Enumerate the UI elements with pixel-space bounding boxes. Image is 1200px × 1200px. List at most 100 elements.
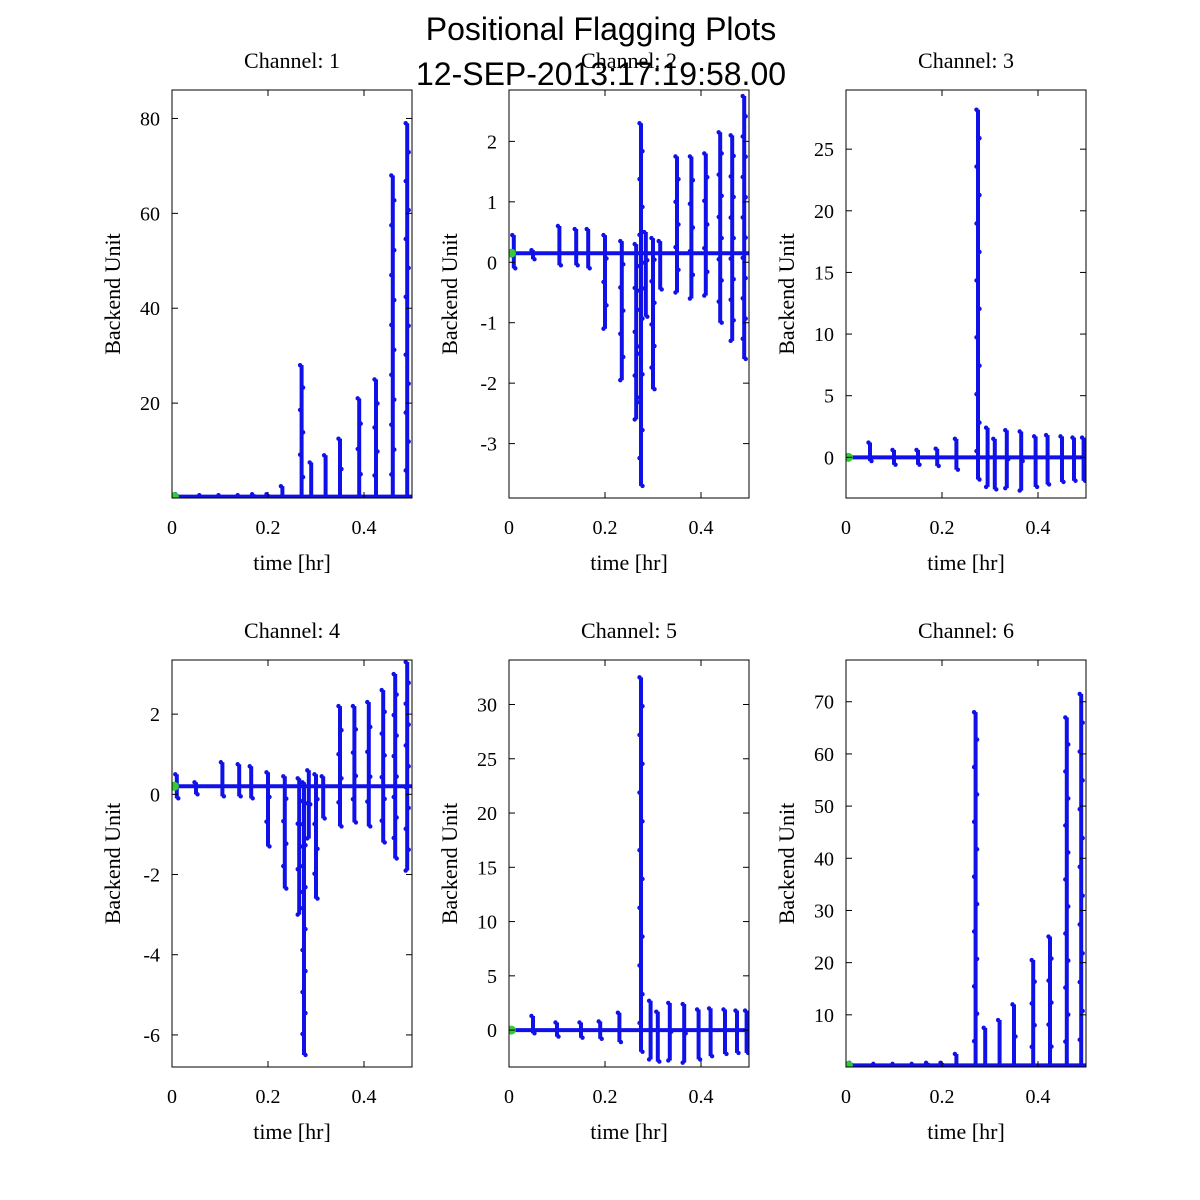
data-point [986,455,992,460]
data-point [300,385,306,390]
data-point [298,889,303,895]
x-tick-label: 0 [167,1086,177,1108]
data-point [974,278,979,283]
data-point [392,347,397,353]
data-point [392,297,397,303]
data-point [974,107,979,112]
data-point [403,660,408,665]
data-point [724,1051,729,1057]
data-point [403,826,408,832]
spike-14 [389,173,397,498]
spike-5 [615,1010,624,1045]
data-point [1063,1039,1068,1044]
spike-1 [866,440,874,464]
data-point [295,866,300,872]
data-point [632,241,637,247]
data-point [406,847,411,852]
data-point [740,296,745,301]
data-point [893,462,898,467]
data-point [297,452,303,457]
data-point [702,293,707,298]
y-axis-label: Backend Unit [774,233,799,355]
x-tick-label: 0 [504,517,514,539]
data-point [403,410,408,415]
data-point [728,338,733,344]
data-point [321,453,327,458]
data-point [646,1057,652,1062]
data-point [339,776,344,781]
data-point [305,836,310,841]
y-tick-label: -3 [480,434,497,456]
data-point [728,297,733,302]
spike-6 [637,675,645,1055]
data-point [284,796,289,801]
data-point [1079,435,1085,440]
spike-5 [249,492,257,498]
data-point [389,322,394,328]
data-point [719,320,724,325]
data-point [1046,978,1051,983]
data-point [673,290,678,295]
data-point [406,323,411,328]
spike-3 [914,447,922,467]
spike-15 [702,151,710,298]
data-point [1046,482,1052,487]
data-point [637,400,642,405]
figure-subtitle-timestamp: 12-SEP-2013:17:19:58.00 [416,56,786,92]
data-point [618,377,623,383]
data-point [298,844,303,849]
data-point [391,753,396,759]
x-axis-label: time [hr] [590,550,668,575]
data-point [392,198,397,203]
spike-14 [733,1008,741,1056]
figure-title: Positional Flagging Plots [426,11,776,47]
data-point [740,336,745,341]
y-tick-label: 10 [477,912,497,934]
data-point [403,236,408,242]
data-point [640,1049,645,1055]
data-point [952,436,958,442]
data-point [368,824,373,829]
x-tick-label: 0.4 [1026,1086,1051,1108]
axes-frame [508,659,750,1068]
data-point [1077,691,1082,697]
x-tick-label: 0.4 [352,517,377,539]
data-point [981,1025,986,1031]
axes-frame [171,659,413,1068]
data-point [218,760,224,765]
data-point [640,260,645,265]
data-point [312,772,317,777]
data-point [1043,432,1049,438]
spike-12 [1043,432,1052,487]
data-point [645,314,650,319]
data-point [1066,850,1071,855]
data-point [281,774,286,779]
data-point [694,1007,700,1012]
data-point [300,430,306,435]
data-point [1077,806,1082,812]
data-point [1077,1037,1082,1042]
data-point [403,178,408,184]
data-point [1082,478,1086,483]
data-point [917,462,922,467]
start-point-marker [172,781,179,791]
spike-4 [235,762,243,799]
data-point [977,306,982,312]
spike-13 [721,1007,729,1057]
y-tick-label: 15 [477,857,497,879]
data-point [1066,904,1071,909]
spike-14 [687,154,696,301]
data-point [1029,1044,1034,1050]
data-point [1080,951,1085,956]
data-point [394,733,399,738]
y-tick-label: -2 [143,865,160,887]
data-point [716,130,721,135]
data-point [649,365,654,370]
data-point [716,214,721,220]
spike-2 [553,1020,561,1039]
x-axis-label: time [hr] [927,550,1005,575]
data-point [640,934,645,939]
data-point [971,984,977,989]
